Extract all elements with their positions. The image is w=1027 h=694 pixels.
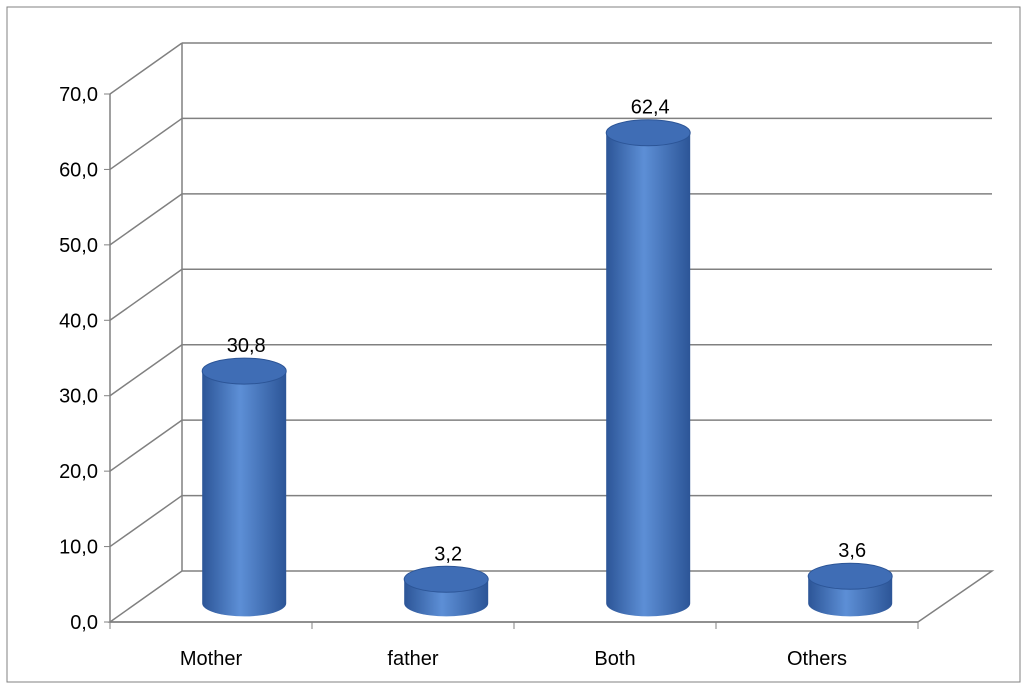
gridline-diagonal <box>109 419 183 472</box>
bar-body <box>606 132 691 617</box>
data-label: 3,6 <box>838 540 866 562</box>
data-label: 3,2 <box>434 543 462 565</box>
gridline-diagonal <box>109 344 183 397</box>
data-labels: 30,8 3,2 62,4 3,6 <box>227 97 866 566</box>
y-tick-label: 20,0 <box>59 461 98 483</box>
bar-others <box>807 562 893 617</box>
gridline-diagonal <box>109 117 183 171</box>
chart-border <box>6 6 1021 683</box>
gridlines <box>107 42 995 623</box>
x-tick-label: father <box>387 648 438 670</box>
gridline-diagonal <box>109 268 183 321</box>
bars <box>201 119 893 617</box>
gridline-diagonal <box>109 193 183 246</box>
bar-both <box>605 119 691 617</box>
y-tick-label: 0,0 <box>70 612 98 634</box>
bar-top <box>605 119 691 147</box>
data-label: 62,4 <box>631 97 670 119</box>
y-tick-label: 40,0 <box>59 310 98 332</box>
gridline-diagonal <box>109 42 183 95</box>
y-tick-label: 60,0 <box>59 159 98 181</box>
bar-top <box>403 565 489 593</box>
y-axis-tick-labels: 0,0 10,0 20,0 30,0 40,0 50,0 60,0 70,0 <box>59 84 98 634</box>
x-axis-tick-labels: Mother father Both Others <box>180 648 847 670</box>
axes <box>104 93 919 629</box>
bar-mother <box>201 357 287 617</box>
x-tick-label: Both <box>594 648 635 670</box>
y-tick-label: 30,0 <box>59 386 98 408</box>
bar-top <box>201 357 287 385</box>
y-tick-label: 50,0 <box>59 235 98 257</box>
y-tick-label: 10,0 <box>59 537 98 559</box>
bar-father <box>403 565 489 617</box>
x-tick-label: Others <box>787 648 847 670</box>
bar-body <box>202 371 287 617</box>
data-label: 30,8 <box>227 335 266 357</box>
gridline-diagonal <box>109 494 183 548</box>
bar-top <box>807 562 893 590</box>
x-tick-label: Mother <box>180 648 243 670</box>
y-tick-label: 70,0 <box>59 84 98 106</box>
